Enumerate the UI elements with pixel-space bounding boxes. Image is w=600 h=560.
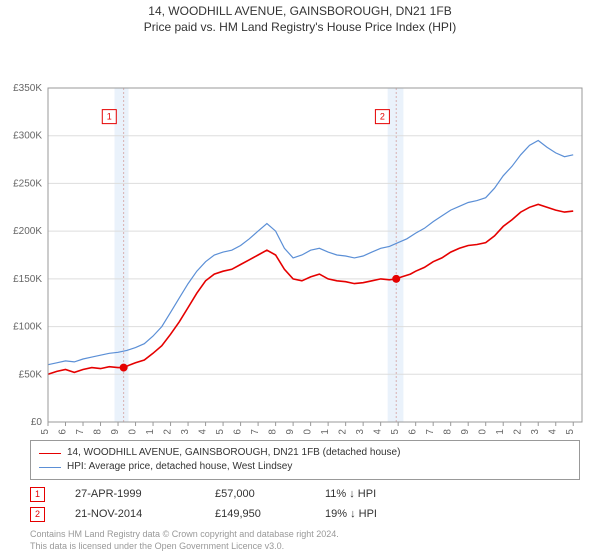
legend-item: HPI: Average price, detached house, West… bbox=[39, 460, 571, 474]
attribution-footer: Contains HM Land Registry data © Crown c… bbox=[30, 528, 580, 552]
y-axis-label: £300K bbox=[13, 131, 42, 142]
sale-row: 1 27-APR-1999 £57,000 11% ↓ HPI bbox=[30, 484, 580, 504]
y-axis-label: £350K bbox=[13, 83, 42, 94]
x-axis-label: 2002 bbox=[163, 429, 174, 434]
sale-price: £149,950 bbox=[215, 504, 295, 524]
y-axis-label: £50K bbox=[19, 369, 43, 380]
sale-price: £57,000 bbox=[215, 484, 295, 504]
sale-badge-num: 2 bbox=[380, 112, 385, 122]
y-axis-label: £200K bbox=[13, 226, 42, 237]
chart-title-sub: Price paid vs. HM Land Registry's House … bbox=[0, 20, 600, 34]
x-axis-label: 2012 bbox=[338, 429, 349, 434]
x-axis-label: 2021 bbox=[495, 429, 506, 434]
sale-point bbox=[392, 275, 400, 283]
legend-swatch bbox=[39, 467, 61, 468]
x-axis-label: 2011 bbox=[320, 429, 331, 434]
event-band bbox=[115, 88, 129, 422]
x-axis-label: 2023 bbox=[530, 429, 541, 434]
x-axis-label: 2000 bbox=[128, 429, 139, 434]
sale-date: 21-NOV-2014 bbox=[75, 504, 185, 524]
sale-date: 27-APR-1999 bbox=[75, 484, 185, 504]
x-axis-label: 1996 bbox=[58, 429, 69, 434]
x-axis-label: 2006 bbox=[233, 429, 244, 434]
x-axis-label: 2014 bbox=[373, 429, 384, 434]
legend-label: 14, WOODHILL AVENUE, GAINSBOROUGH, DN21 … bbox=[67, 446, 400, 460]
x-axis-label: 2001 bbox=[145, 429, 156, 434]
y-axis-label: £150K bbox=[13, 274, 42, 285]
legend-label: HPI: Average price, detached house, West… bbox=[67, 460, 292, 474]
x-axis-label: 2003 bbox=[180, 429, 191, 434]
sale-point bbox=[120, 364, 128, 372]
sale-markers-table: 1 27-APR-1999 £57,000 11% ↓ HPI 2 21-NOV-2014… bbox=[30, 484, 580, 524]
sale-row-badge: 2 bbox=[30, 507, 45, 522]
x-axis-label: 2016 bbox=[408, 429, 419, 434]
y-axis-label: £0 bbox=[31, 417, 43, 428]
x-axis-label: 2017 bbox=[425, 429, 436, 434]
sale-row-badge: 1 bbox=[30, 487, 45, 502]
event-band bbox=[388, 88, 404, 422]
legend: 14, WOODHILL AVENUE, GAINSBOROUGH, DN21 … bbox=[30, 440, 580, 480]
x-axis-label: 2019 bbox=[460, 429, 471, 434]
sale-row: 2 21-NOV-2014 £149,950 19% ↓ HPI bbox=[30, 504, 580, 524]
sale-hpi-delta: 11% ↓ HPI bbox=[325, 484, 415, 504]
footer-line: This data is licensed under the Open Gov… bbox=[30, 540, 580, 552]
sale-badge-num: 1 bbox=[107, 112, 112, 122]
x-axis-label: 1995 bbox=[40, 429, 51, 434]
x-axis-label: 2007 bbox=[250, 429, 261, 434]
x-axis-label: 1999 bbox=[110, 429, 121, 434]
x-axis-label: 2024 bbox=[548, 429, 559, 434]
x-axis-label: 2008 bbox=[268, 429, 279, 434]
y-axis-label: £100K bbox=[13, 322, 42, 333]
price-chart: £0 £50K £100K £150K £200K £250K £300K £350K 1995… bbox=[0, 34, 600, 434]
chart-title-address: 14, WOODHILL AVENUE, GAINSBOROUGH, DN21 … bbox=[0, 4, 600, 18]
x-axis-label: 2020 bbox=[478, 429, 489, 434]
sale-hpi-delta: 19% ↓ HPI bbox=[325, 504, 415, 524]
x-axis-label: 2009 bbox=[285, 429, 296, 434]
legend-swatch bbox=[39, 453, 61, 454]
x-axis-label: 1998 bbox=[93, 429, 104, 434]
x-axis-label: 1997 bbox=[75, 429, 86, 434]
x-axis-label: 2022 bbox=[513, 429, 524, 434]
x-axis-label: 2010 bbox=[303, 429, 314, 434]
x-axis-label: 2025 bbox=[565, 429, 576, 434]
footer-line: Contains HM Land Registry data © Crown c… bbox=[30, 528, 580, 540]
x-axis-label: 2004 bbox=[198, 429, 209, 434]
legend-item: 14, WOODHILL AVENUE, GAINSBOROUGH, DN21 … bbox=[39, 446, 571, 460]
y-axis-label: £250K bbox=[13, 178, 42, 189]
x-axis-label: 2015 bbox=[390, 429, 401, 434]
x-axis-label: 2018 bbox=[443, 429, 454, 434]
x-axis-label: 2013 bbox=[355, 429, 366, 434]
x-axis-label: 2005 bbox=[215, 429, 226, 434]
